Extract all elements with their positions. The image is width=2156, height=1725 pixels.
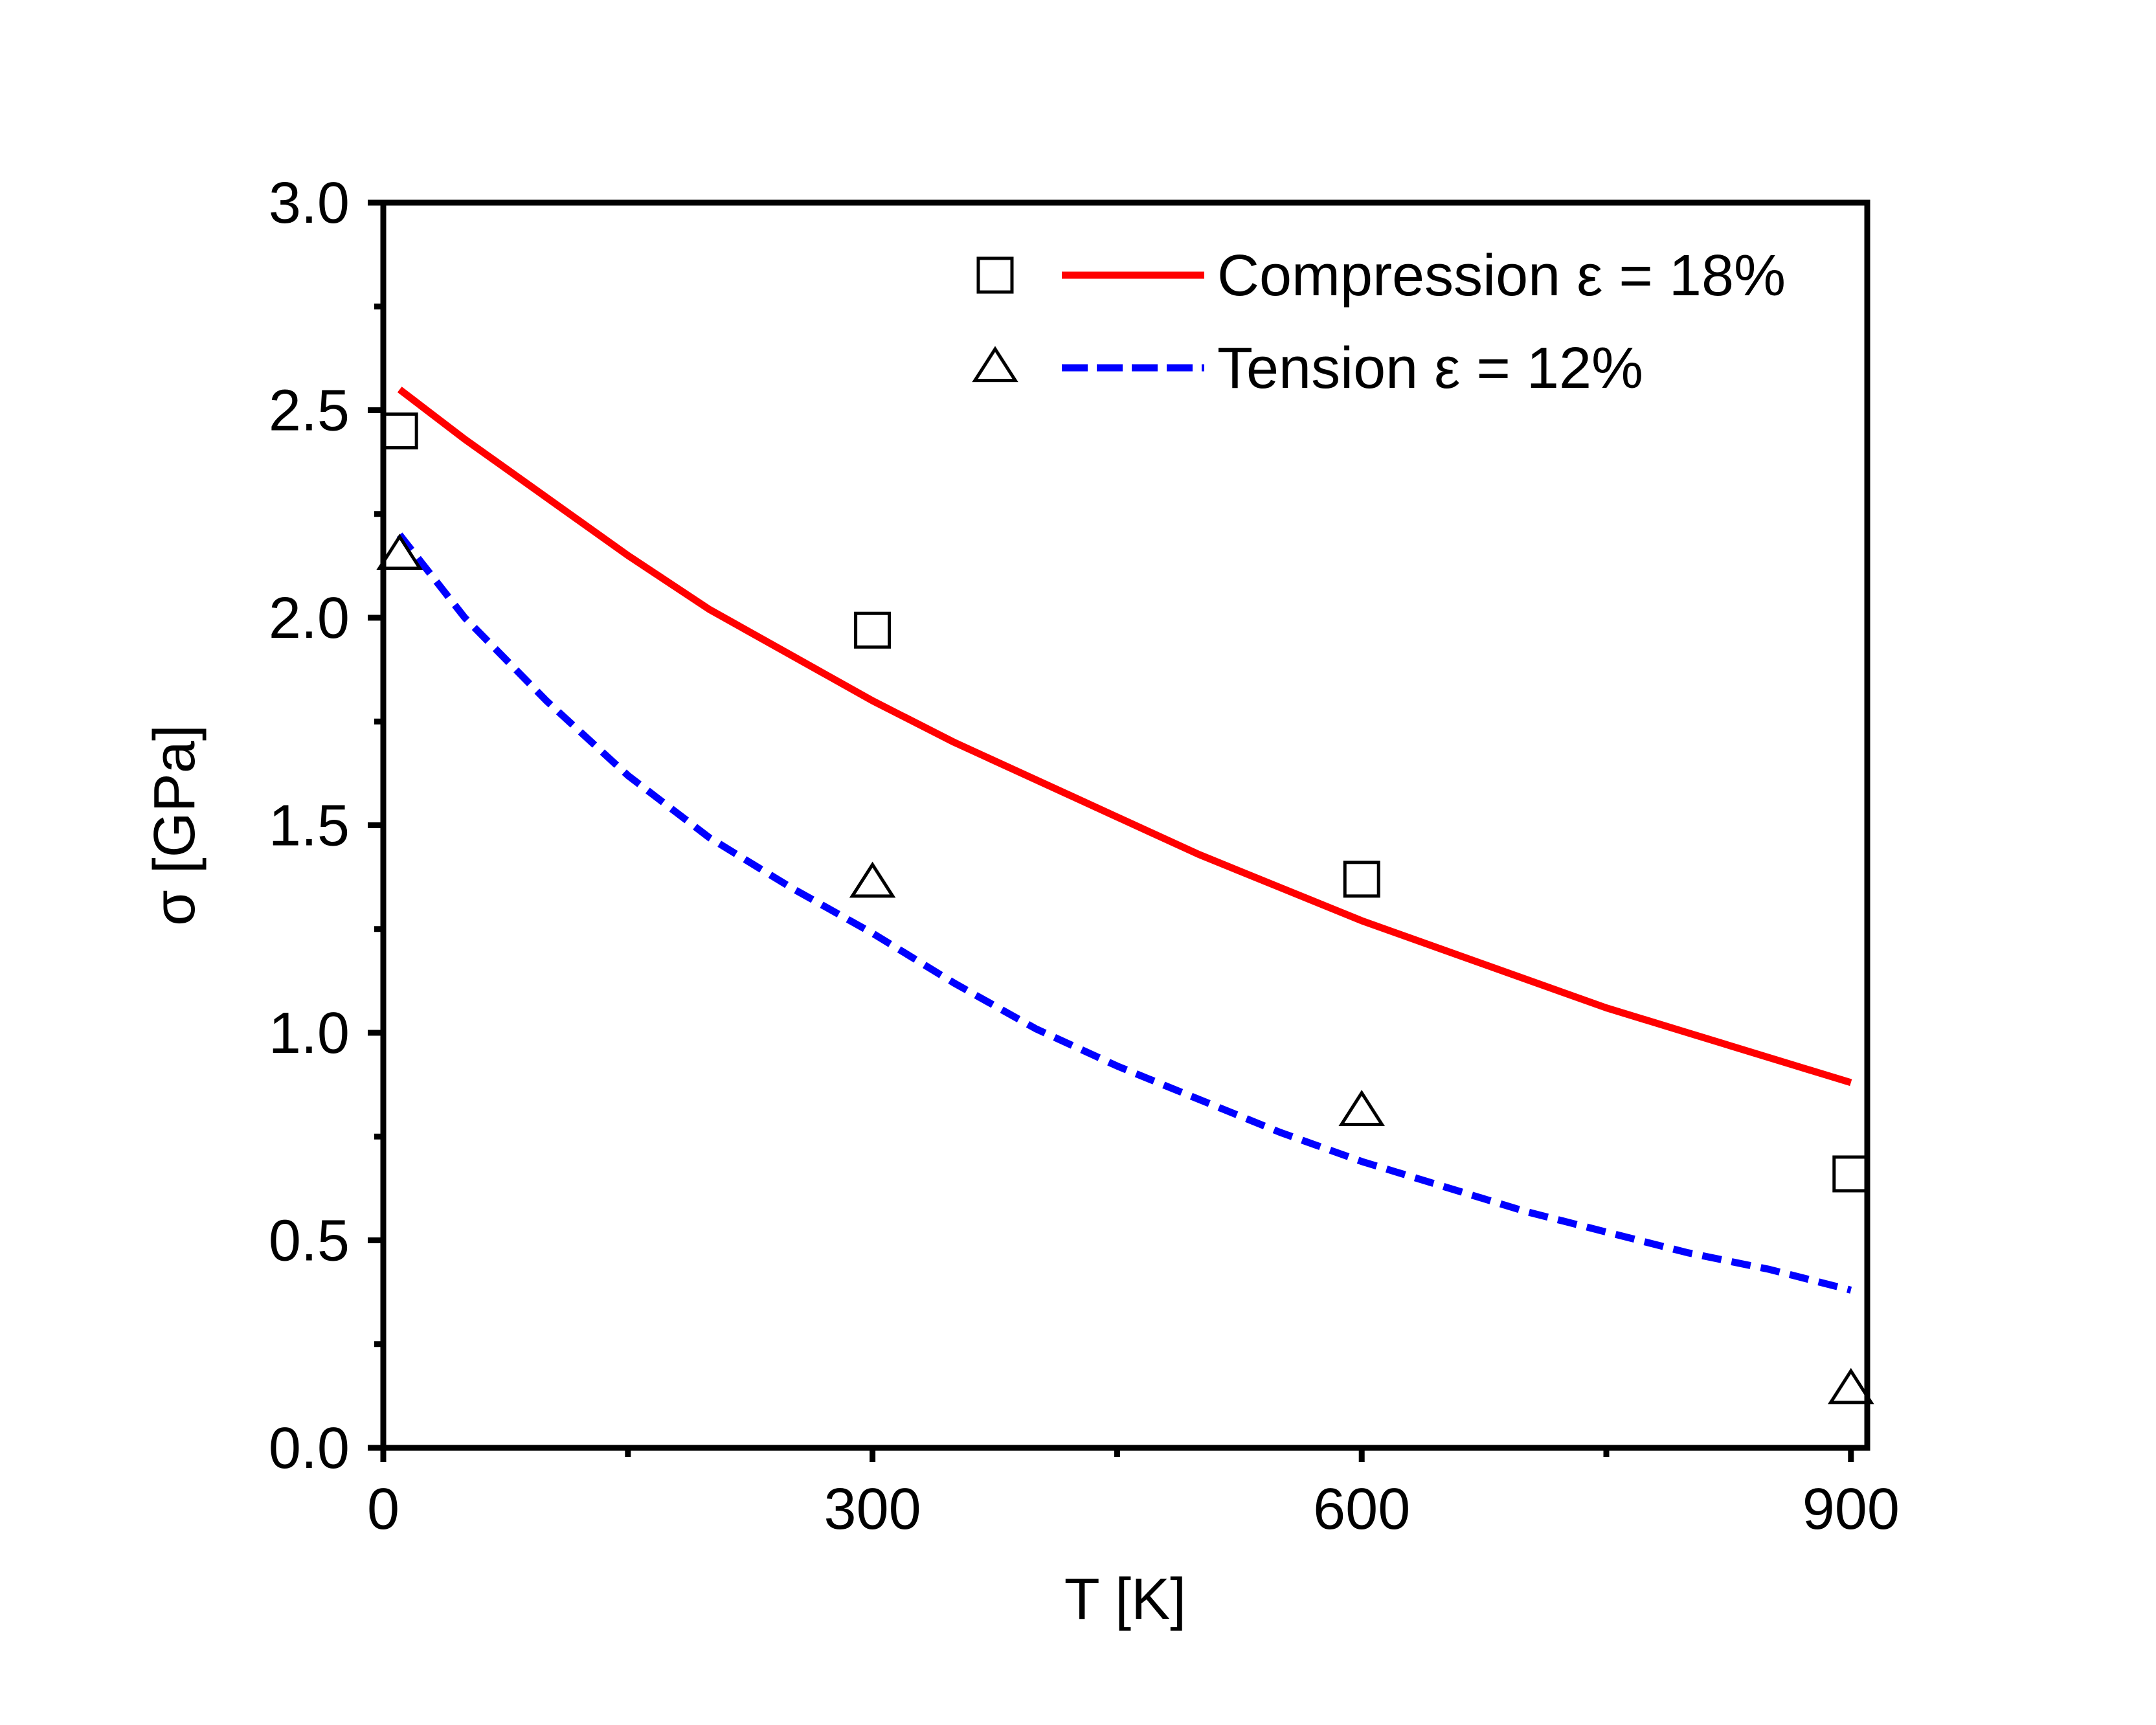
series-line-compression — [397, 387, 1852, 1087]
y-tick-label: 2.5 — [269, 379, 350, 444]
data-point-compression — [381, 412, 418, 450]
data-point-compression — [854, 611, 892, 649]
legend: Compression ε = 18% Tension ε = 12% — [972, 243, 1786, 401]
legend-label: Compression ε = 18% — [1217, 243, 1786, 308]
y-tick-label: 0.0 — [269, 1416, 350, 1481]
data-point-tension — [1338, 1090, 1385, 1126]
series-markers — [376, 412, 1874, 1404]
legend-label: Tension ε = 12% — [1217, 336, 1643, 401]
x-axis-ticks: 0 300 600 900 — [367, 1448, 1900, 1542]
data-point-tension — [849, 861, 896, 898]
x-tick-label: 600 — [1313, 1477, 1410, 1542]
x-tick-label: 900 — [1802, 1477, 1900, 1542]
y-axis-ticks: 0.0 0.5 1.0 1.5 2.0 2.5 3.0 — [269, 171, 383, 1481]
y-tick-label: 1.5 — [269, 794, 350, 859]
x-tick-label: 0 — [367, 1477, 399, 1542]
y-tick-label: 0.5 — [269, 1209, 350, 1274]
data-point-compression — [1343, 861, 1380, 898]
x-axis-label: T [K] — [1064, 1567, 1186, 1632]
legend-marker-compression — [976, 256, 1014, 294]
data-point-tension — [376, 534, 423, 570]
y-tick-label: 1.0 — [269, 1001, 350, 1066]
plot-frame — [380, 199, 1870, 1451]
y-axis-label: σ [GPa] — [142, 725, 207, 926]
series-line-tension — [396, 532, 1852, 1294]
data-point-compression — [1832, 1155, 1870, 1193]
y-tick-label: 2.0 — [269, 586, 350, 651]
series-curves — [396, 387, 1852, 1294]
legend-marker-tension — [972, 346, 1018, 383]
y-tick-label: 3.0 — [269, 171, 350, 236]
x-tick-label: 300 — [824, 1477, 921, 1542]
data-point-tension — [1828, 1368, 1874, 1404]
